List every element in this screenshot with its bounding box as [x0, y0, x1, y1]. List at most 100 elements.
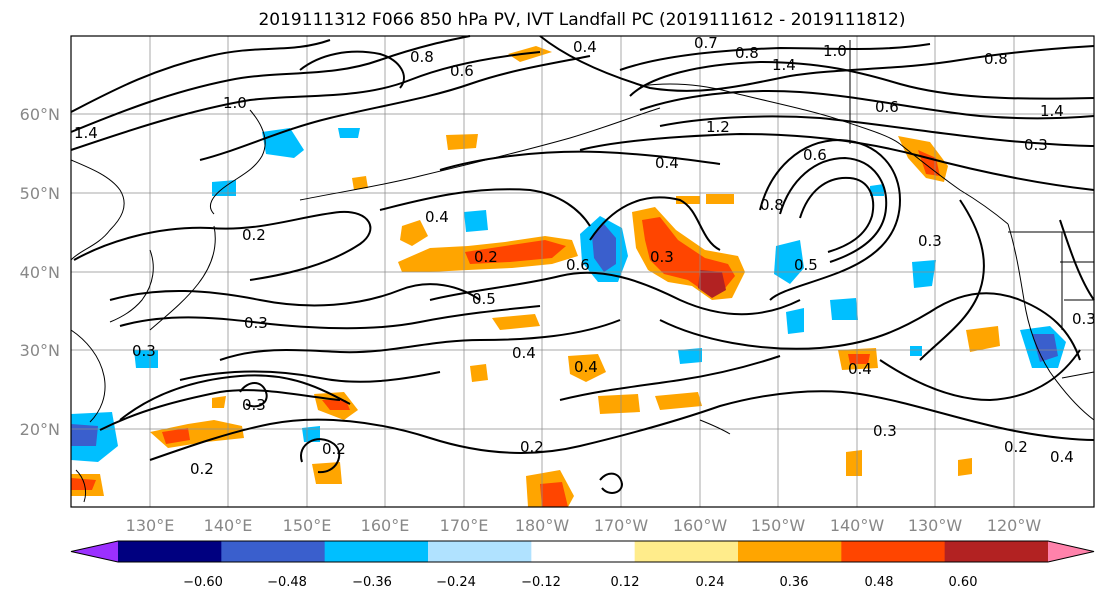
contour-label: 0.4	[1050, 448, 1074, 466]
contour-line	[539, 35, 1095, 92]
contour-label: 0.2	[1004, 438, 1028, 456]
lon-label: 150°E	[283, 516, 332, 535]
anomaly-fill-positive	[568, 354, 606, 382]
latitude-labels: 60°N 50°N 40°N 30°N 20°N	[20, 105, 60, 439]
contour-label: 0.5	[472, 290, 496, 308]
coastline-philippines	[75, 469, 87, 503]
colorbar-segment	[634, 541, 739, 562]
coastline-kamchatka	[210, 109, 266, 215]
contour-label: 0.3	[242, 396, 266, 414]
anomaly-fill-negative	[464, 210, 488, 232]
anomaly-fill-positive	[71, 478, 96, 490]
contour-line	[659, 292, 1081, 361]
contour-line	[429, 271, 801, 316]
figure-title: 2019111312 F066 850 hPa PV, IVT Landfall…	[258, 10, 905, 30]
contour-line	[109, 283, 481, 307]
colorbar-extend-max	[1048, 541, 1094, 562]
contour-line	[599, 472, 624, 494]
colorbar-tick-labels: −0.60 −0.48 −0.36 −0.24 −0.12 0.12 0.24 …	[183, 575, 977, 590]
longitude-labels: 130°E 140°E 150°E 160°E 170°E 180°W 170°…	[126, 516, 1042, 535]
contour-label: 0.8	[735, 44, 759, 62]
anomaly-fill-positive	[352, 176, 368, 190]
contour-line	[119, 305, 541, 330]
contour-line	[799, 176, 875, 253]
contour-label: 0.2	[242, 226, 266, 244]
anomaly-fill-negative	[774, 240, 804, 284]
anomaly-fill-negative	[338, 128, 360, 138]
anomaly-fill-positive	[966, 326, 1000, 352]
contour-label: 0.2	[190, 460, 214, 478]
lon-label: 170°E	[440, 516, 489, 535]
anomaly-fill-positive	[698, 270, 726, 298]
colorbar-segment	[944, 541, 1049, 562]
colorbar-tick-label: 0.24	[696, 575, 725, 590]
contour-label: 1.4	[74, 124, 98, 142]
contour-line	[70, 51, 541, 151]
contour-label: 0.2	[520, 438, 544, 456]
lat-label: 50°N	[20, 184, 60, 203]
contour-line	[559, 355, 781, 401]
contour-label: 0.6	[566, 256, 590, 274]
contour-label: 0.4	[512, 344, 536, 362]
contour-label: 0.3	[918, 232, 942, 250]
map-frame	[70, 35, 1095, 508]
lon-label: 140°E	[204, 516, 253, 535]
anomaly-fill-negative	[912, 260, 936, 288]
anomaly-fill-positive	[312, 462, 342, 484]
contour-label: 0.8	[410, 48, 434, 66]
contour-line	[659, 115, 1095, 147]
contour-label: 0.4	[573, 38, 597, 56]
contour-line	[119, 374, 351, 421]
anomaly-fill-positive	[212, 396, 226, 408]
border-us-mexico	[1061, 371, 1095, 379]
contour-label: 0.6	[875, 98, 899, 116]
colorbar-segment	[221, 541, 326, 562]
contour-label: 0.3	[1072, 310, 1096, 328]
contour-label: 1.4	[772, 56, 796, 74]
contour-line	[300, 438, 341, 474]
contour-label: 0.8	[984, 50, 1008, 68]
lon-label: 130°W	[908, 516, 963, 535]
contour-label: 0.3	[244, 314, 268, 332]
contour-label: 0.4	[655, 154, 679, 172]
lon-label: 120°W	[987, 516, 1042, 535]
contour-label: 0.2	[322, 440, 346, 458]
colorbar-tick-label: −0.36	[352, 575, 392, 590]
colorbar-extend-min	[71, 541, 118, 562]
lon-label: 160°W	[673, 516, 728, 535]
anomaly-fill-positive	[706, 194, 734, 204]
contour-label: 1.0	[223, 94, 247, 112]
contour-label: 0.7	[694, 34, 718, 52]
contour-label: 0.3	[650, 248, 674, 266]
contour-line	[299, 50, 405, 89]
lon-label: 180°W	[515, 516, 570, 535]
contour-label: 1.0	[823, 42, 847, 60]
contour-line	[619, 43, 931, 71]
anomaly-fill-positive	[465, 240, 566, 264]
contour-label: 0.4	[574, 358, 598, 376]
contour-labels: 1.4 1.0 0.8 0.6 0.4 0.7 0.8 1.0 1.4 0.8 …	[74, 34, 1096, 478]
contour-label: 0.4	[425, 208, 449, 226]
contour-line	[589, 196, 721, 251]
anomaly-fill-negative	[592, 224, 616, 272]
contour-label: 1.2	[706, 118, 730, 136]
contour-line	[149, 390, 1095, 461]
anomaly-fill-positive	[322, 400, 350, 410]
anomaly-fill-positive	[492, 314, 540, 330]
colorbar-tick-label: −0.60	[183, 575, 223, 590]
colorbar-segment	[738, 541, 842, 562]
colorbar-tick-label: 0.48	[865, 575, 894, 590]
contour-line	[639, 89, 1095, 120]
coastline-japan	[149, 225, 216, 331]
contour-line	[919, 199, 985, 361]
anomaly-fill-negative	[830, 298, 858, 320]
anomaly-fill-positive	[470, 364, 488, 382]
contour-label: 0.3	[132, 342, 156, 360]
anomaly-fill-positive	[540, 482, 568, 507]
border-state	[1060, 232, 1094, 330]
anomaly-fill-positive	[400, 220, 428, 246]
colorbar-segment	[841, 541, 946, 562]
contour-line	[629, 60, 1095, 100]
lat-label: 30°N	[20, 341, 60, 360]
anomaly-fill-positive	[446, 134, 478, 150]
